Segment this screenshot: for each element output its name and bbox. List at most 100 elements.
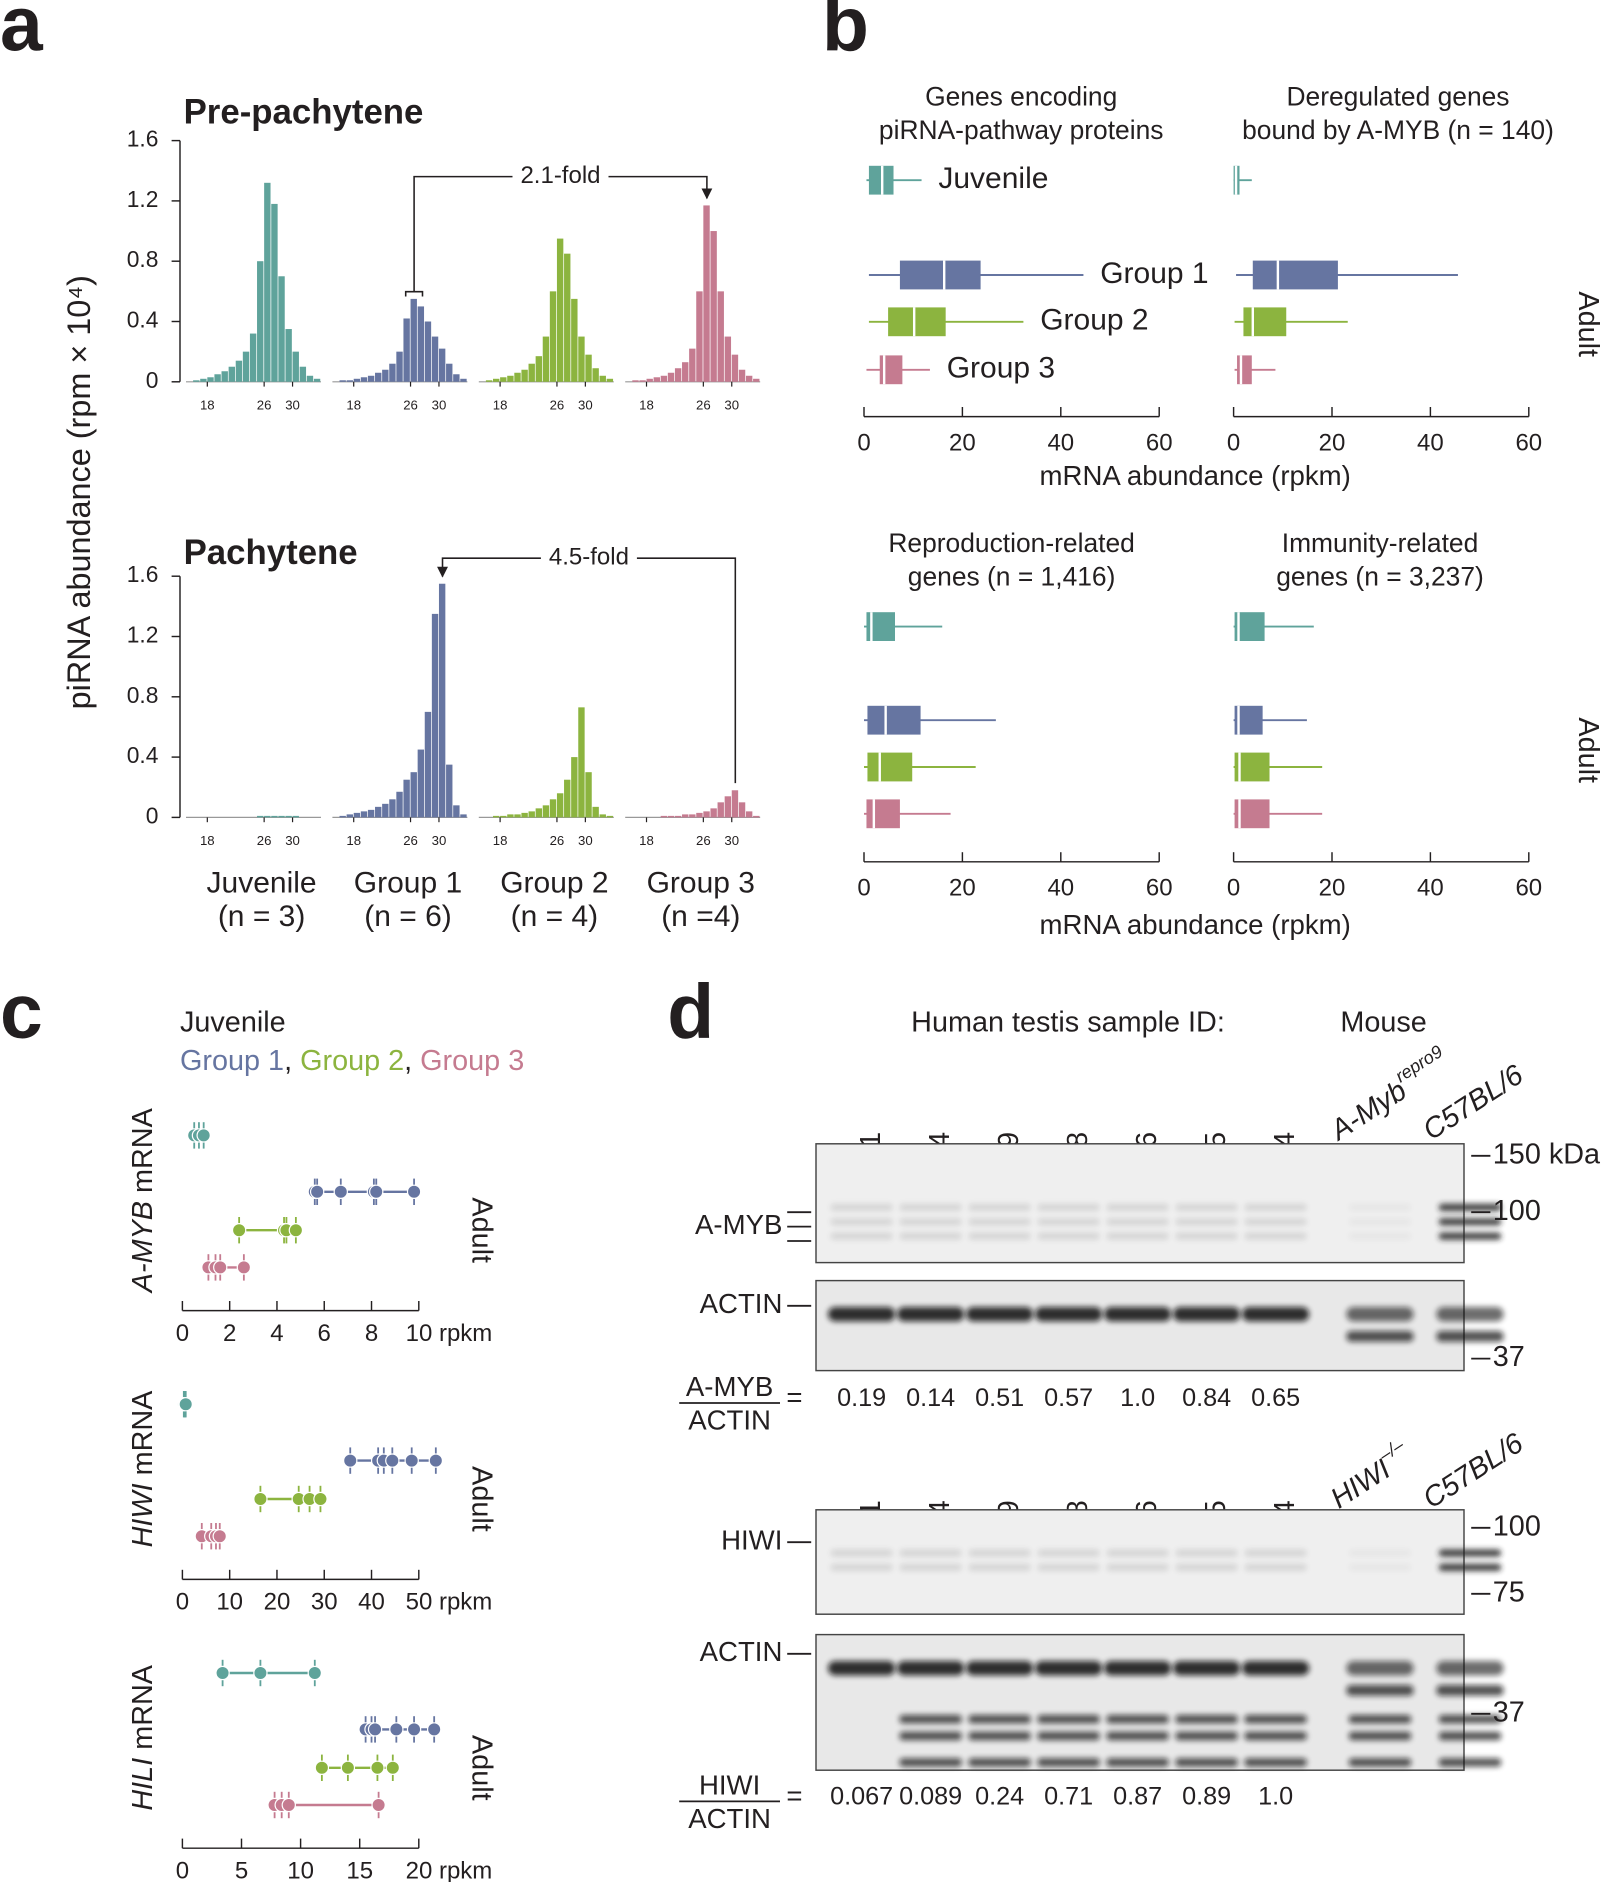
bar [514,372,521,382]
bar [556,793,564,818]
bar [578,336,585,382]
point [406,1184,422,1199]
protein-blot [815,1143,1465,1264]
bar [292,815,299,818]
protein-band [899,1549,962,1557]
point [389,1722,404,1737]
legend-entry: Juvenile [180,1006,286,1038]
bar [446,363,453,382]
protein-band [830,1232,893,1240]
protein-band [1175,1218,1238,1226]
actin-band [1346,1331,1414,1342]
protein-band [1037,1563,1100,1571]
protein-band [1106,1218,1169,1226]
chart-title: Immunity-related [1282,528,1479,558]
y-axis-label-text: mRNA [127,1390,159,1484]
bar [438,348,446,382]
bar [221,371,228,382]
bar [717,291,724,382]
marker-label: 150 kDa [1493,1138,1601,1170]
actin-band [1104,1661,1172,1676]
x-tick-label: 18 [346,397,361,412]
protein-band [1037,1232,1100,1240]
group-sample-label: (n = 6) [364,900,452,933]
ratio-value: 0.51 [975,1384,1024,1412]
point [343,1453,358,1468]
x-tick-label: 30 [578,397,593,412]
protein-band [830,1563,893,1571]
protein-band [1244,1232,1307,1240]
y-axis-label-gene: HILI [127,1758,159,1811]
point [406,1722,422,1737]
protein-band [830,1203,893,1211]
bar [285,329,292,382]
bar [696,812,703,818]
bar [564,253,571,382]
protein-band [1244,1563,1307,1571]
side-label: Adult [1572,717,1604,783]
bar [689,348,696,382]
x-tick-label: 30 [578,833,593,848]
bar [571,298,578,382]
y-axis-label-gene: HIWI [127,1483,159,1547]
bar [738,802,746,818]
peak-bracket [404,290,424,297]
bar [403,318,410,382]
bar [453,374,460,382]
point [178,1397,193,1412]
marker-label: 100 [1493,1510,1541,1542]
protein-band [1438,1563,1502,1571]
protein-band [1106,1203,1169,1211]
lower-band [1106,1715,1169,1724]
bar [528,811,535,818]
protein-band [1175,1203,1238,1211]
bar [424,711,432,818]
protein-band [1106,1549,1169,1557]
bar [271,203,278,382]
ratio-denominator: ACTIN [688,1803,771,1834]
x-tick-label: 26 [550,833,565,848]
group-label: Juvenile [207,867,317,900]
panel-label: b [822,0,869,67]
box [1243,307,1287,337]
point [385,1760,400,1775]
bar [417,749,425,818]
x-tick-label: 18 [200,833,215,848]
bar [710,808,717,818]
x-tick-label: 0 [857,875,870,902]
x-tick-label: 60 [1515,875,1542,902]
bar [731,354,739,382]
x-tick-label: 18 [493,397,508,412]
bar [639,380,646,382]
marker-label: 37 [1493,1341,1525,1373]
lower-band [899,1715,962,1724]
protein-band [968,1232,1031,1240]
actin-band [828,1307,896,1322]
protein-band [899,1232,962,1240]
x-axis-label: mRNA abundance (rpkm) [1040,460,1351,491]
bar [542,805,550,818]
bar [674,815,682,818]
bar [339,380,346,382]
bar [306,375,314,382]
protein-band [899,1563,962,1571]
point [288,1223,304,1238]
y-tick-label: 0.8 [127,682,159,708]
x-tick-label: 18 [200,397,215,412]
bar [753,815,760,818]
point [213,1260,228,1275]
lane-label: C57BL/6 [1417,1426,1529,1514]
series-label: Group 3 [947,352,1055,385]
actin-band [1242,1307,1310,1322]
bar [606,815,614,818]
actin-band [1346,1685,1414,1696]
point [314,1760,330,1775]
x-tick-label: 10 [216,1589,243,1616]
series-label: Group 2 [1040,304,1148,337]
actin-band [1436,1307,1504,1322]
x-tick-label: 26 [696,397,711,412]
bar [682,814,689,818]
bar [417,306,425,382]
protein-label: A-MYB [695,1209,782,1240]
bar [592,368,599,382]
